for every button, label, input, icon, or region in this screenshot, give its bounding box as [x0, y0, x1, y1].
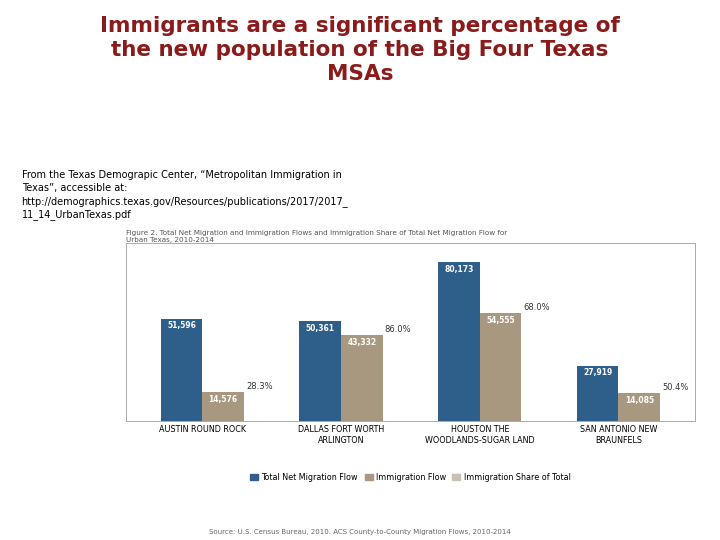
Text: 27,919: 27,919 [583, 368, 612, 377]
Text: Figure 2. Total Net Migration and Immigration Flows and Immigration Share of Tot: Figure 2. Total Net Migration and Immigr… [126, 230, 508, 243]
Text: From the Texas Demograpic Center, “Metropolitan Immigration in
Texas”, accessibl: From the Texas Demograpic Center, “Metro… [22, 170, 348, 220]
Text: 80,173: 80,173 [444, 265, 474, 274]
Bar [161, 319, 202, 421]
Text: 68.0%: 68.0% [523, 303, 550, 312]
Bar [577, 366, 618, 421]
Text: Source: U.S. Census Bureau, 2010. ACS County-to-County Migration Flows, 2010-201: Source: U.S. Census Bureau, 2010. ACS Co… [209, 529, 511, 535]
Bar [202, 393, 244, 421]
Text: 43,332: 43,332 [347, 338, 377, 347]
Text: 86.0%: 86.0% [384, 326, 411, 334]
Text: 14,576: 14,576 [209, 395, 238, 404]
Text: 28.3%: 28.3% [246, 382, 273, 392]
Text: Immigrants are a significant percentage of
the new population of the Big Four Te: Immigrants are a significant percentage … [100, 16, 620, 84]
Text: 50.4%: 50.4% [662, 383, 688, 393]
Legend: Total Net Migration Flow, Immigration Flow, Immigration Share of Total: Total Net Migration Flow, Immigration Fl… [247, 469, 574, 485]
Bar [480, 313, 521, 421]
Text: 50,361: 50,361 [306, 324, 335, 333]
Bar [300, 321, 341, 421]
Text: 54,555: 54,555 [486, 315, 515, 325]
Text: 14,085: 14,085 [625, 396, 654, 404]
Bar [341, 335, 382, 421]
Text: 51,596: 51,596 [167, 321, 196, 330]
Bar [438, 262, 480, 421]
Bar [618, 393, 660, 421]
